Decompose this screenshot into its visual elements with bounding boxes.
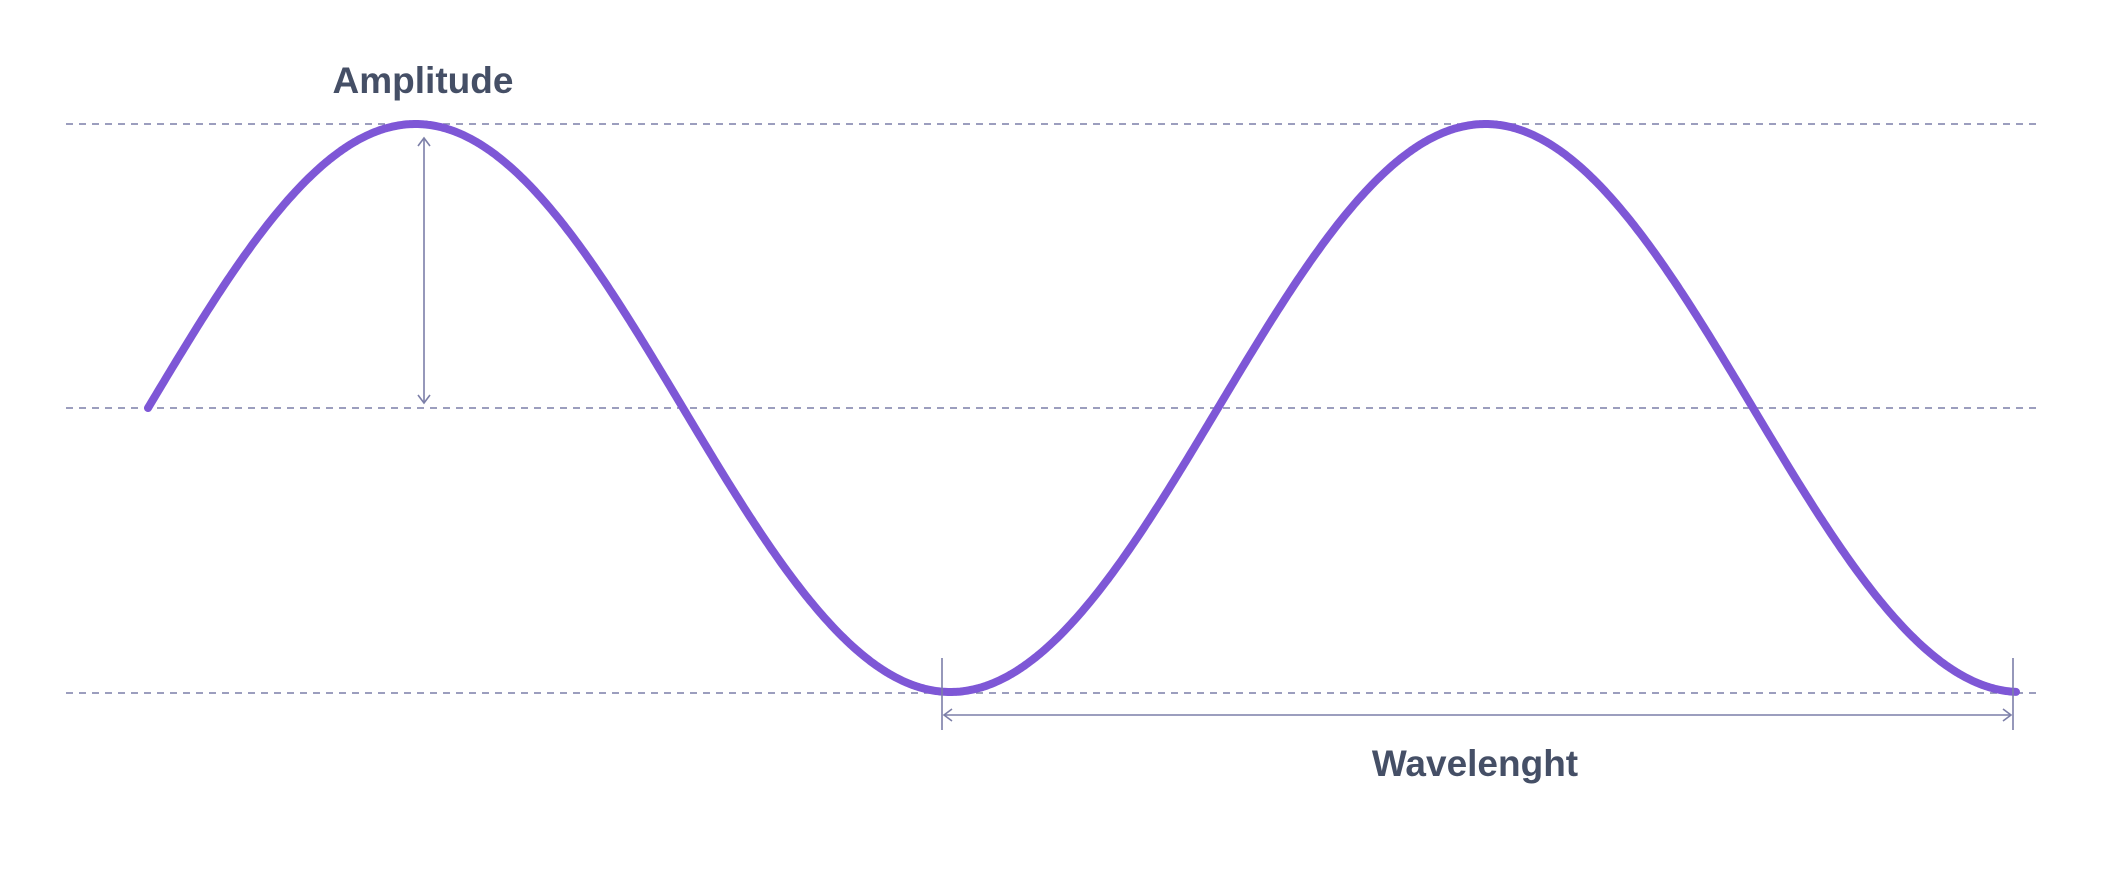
wavelength-marker [941, 658, 2014, 730]
sine-wave [144, 120, 2020, 696]
amplitude-marker [417, 136, 431, 405]
amplitude-label: Amplitude [333, 60, 514, 101]
wavelength-label: Wavelenght [1372, 743, 1578, 784]
